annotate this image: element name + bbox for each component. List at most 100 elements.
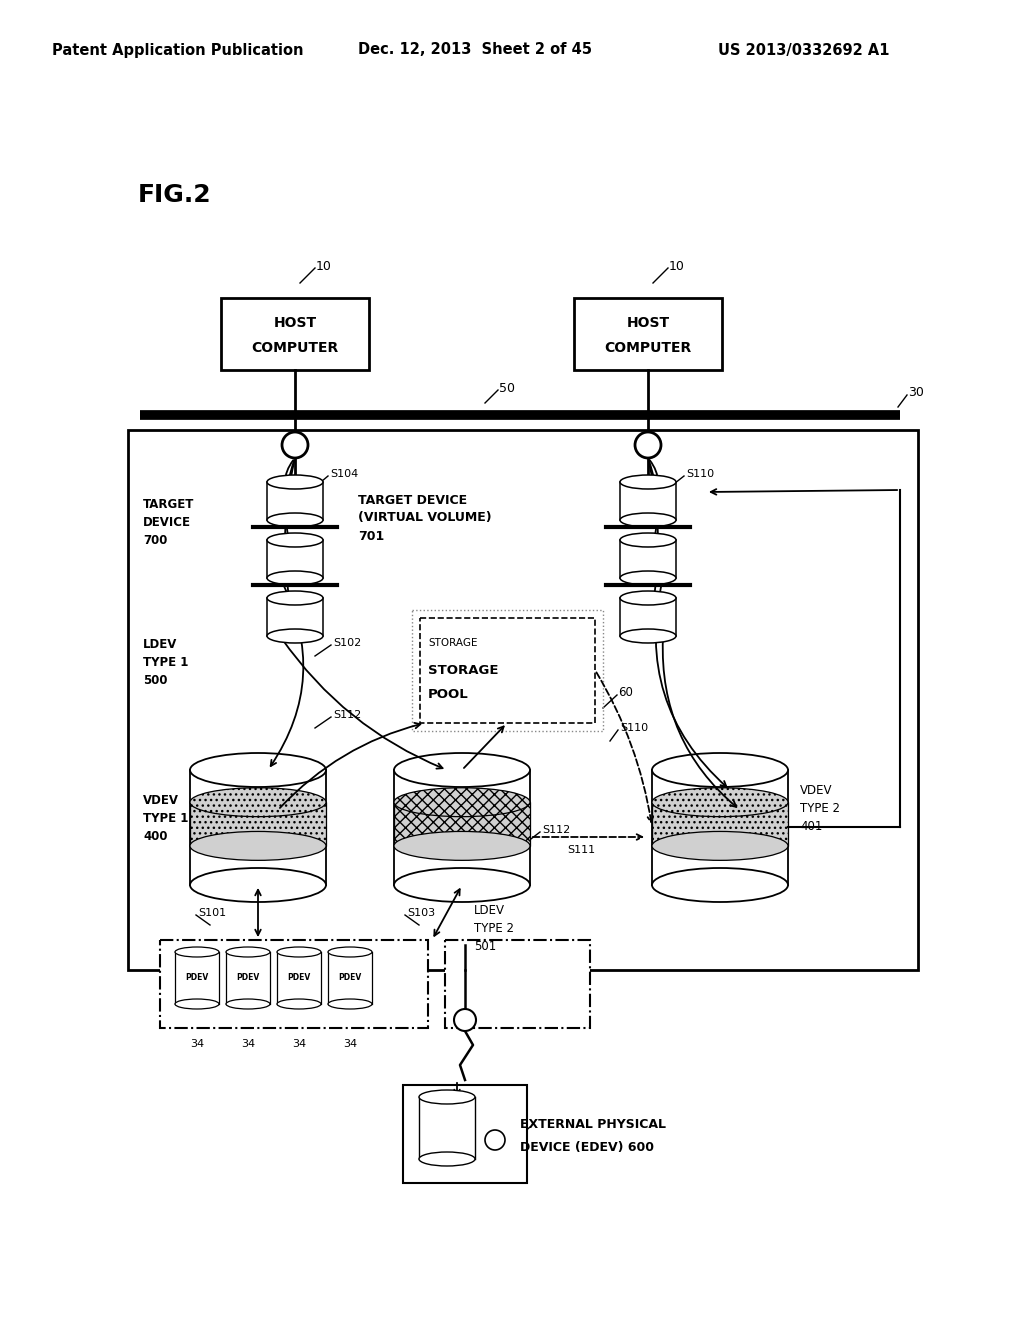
Ellipse shape — [267, 630, 323, 643]
Text: 50: 50 — [499, 381, 515, 395]
Bar — [620, 598, 676, 636]
Text: TYPE 1: TYPE 1 — [143, 812, 188, 825]
Bar — [175, 952, 219, 1005]
Bar — [128, 430, 918, 970]
Text: PDEV: PDEV — [185, 974, 209, 982]
Text: FIG.2: FIG.2 — [138, 183, 212, 207]
Text: 60: 60 — [618, 686, 633, 700]
Ellipse shape — [190, 832, 326, 861]
Circle shape — [485, 1130, 505, 1150]
Bar — [190, 803, 326, 846]
Text: POOL: POOL — [428, 688, 469, 701]
Ellipse shape — [652, 788, 788, 817]
Text: 500: 500 — [143, 675, 168, 688]
Circle shape — [454, 1008, 476, 1031]
Ellipse shape — [328, 999, 372, 1008]
Bar — [412, 610, 603, 731]
Ellipse shape — [267, 533, 323, 546]
Bar — [328, 952, 372, 1005]
Bar — [574, 298, 722, 370]
Text: S112: S112 — [542, 825, 570, 836]
Ellipse shape — [620, 572, 676, 585]
Text: 34: 34 — [241, 1039, 255, 1049]
Text: 30: 30 — [908, 387, 924, 400]
Ellipse shape — [620, 630, 676, 643]
Bar — [226, 952, 270, 1005]
Bar — [394, 803, 530, 846]
Bar — [445, 940, 590, 1028]
Text: TYPE 2: TYPE 2 — [474, 921, 514, 935]
Text: HOST: HOST — [273, 315, 316, 330]
Text: S111: S111 — [567, 845, 595, 855]
Bar — [160, 940, 428, 1028]
Bar — [190, 770, 326, 884]
Text: (VIRTUAL VOLUME): (VIRTUAL VOLUME) — [358, 511, 492, 524]
Ellipse shape — [419, 1090, 475, 1104]
Text: 400: 400 — [143, 829, 168, 842]
Ellipse shape — [394, 752, 530, 787]
Text: Dec. 12, 2013  Sheet 2 of 45: Dec. 12, 2013 Sheet 2 of 45 — [358, 42, 592, 58]
Bar — [620, 540, 676, 578]
Bar — [420, 618, 595, 723]
Ellipse shape — [278, 946, 321, 957]
Bar — [652, 770, 788, 884]
Text: EXTERNAL PHYSICAL: EXTERNAL PHYSICAL — [520, 1118, 666, 1131]
Text: TARGET DEVICE: TARGET DEVICE — [358, 494, 467, 507]
Ellipse shape — [620, 591, 676, 605]
Ellipse shape — [620, 475, 676, 488]
Ellipse shape — [190, 788, 326, 817]
Text: US 2013/0332692 A1: US 2013/0332692 A1 — [718, 42, 890, 58]
Text: 700: 700 — [143, 535, 167, 548]
Ellipse shape — [267, 475, 323, 488]
Bar — [620, 482, 676, 520]
Text: COMPUTER: COMPUTER — [251, 341, 339, 355]
Text: S103: S103 — [407, 908, 435, 917]
Text: 34: 34 — [292, 1039, 306, 1049]
Text: 10: 10 — [316, 260, 332, 272]
Ellipse shape — [394, 788, 530, 817]
Ellipse shape — [328, 946, 372, 957]
Text: S110: S110 — [686, 469, 714, 479]
Text: LDEV: LDEV — [474, 903, 505, 916]
Text: PDEV: PDEV — [338, 974, 361, 982]
Ellipse shape — [419, 1152, 475, 1166]
Text: TYPE 1: TYPE 1 — [143, 656, 188, 669]
Ellipse shape — [267, 513, 323, 527]
Ellipse shape — [190, 752, 326, 787]
Text: COMPUTER: COMPUTER — [604, 341, 691, 355]
Text: 10: 10 — [669, 260, 685, 272]
Text: S112: S112 — [333, 710, 361, 719]
Text: 401: 401 — [800, 820, 822, 833]
Bar — [267, 540, 323, 578]
Text: 701: 701 — [358, 529, 384, 543]
Text: DEVICE: DEVICE — [143, 516, 191, 529]
Ellipse shape — [226, 999, 270, 1008]
Ellipse shape — [620, 513, 676, 527]
Ellipse shape — [226, 946, 270, 957]
Text: S110: S110 — [620, 723, 648, 733]
Bar — [267, 482, 323, 520]
Bar — [267, 598, 323, 636]
Ellipse shape — [267, 572, 323, 585]
Bar — [419, 1097, 475, 1159]
Ellipse shape — [652, 752, 788, 787]
Circle shape — [635, 432, 662, 458]
Text: DEVICE (EDEV) 600: DEVICE (EDEV) 600 — [520, 1140, 654, 1154]
Ellipse shape — [620, 533, 676, 546]
Text: S101: S101 — [198, 908, 226, 917]
Ellipse shape — [652, 832, 788, 861]
Bar — [221, 298, 369, 370]
Bar — [394, 770, 530, 884]
Text: STORAGE: STORAGE — [428, 638, 477, 648]
Bar — [652, 803, 788, 846]
Ellipse shape — [175, 946, 219, 957]
Text: TARGET: TARGET — [143, 499, 195, 511]
Circle shape — [282, 432, 308, 458]
Text: Patent Application Publication: Patent Application Publication — [52, 42, 303, 58]
Ellipse shape — [190, 869, 326, 902]
Ellipse shape — [175, 999, 219, 1008]
Text: VDEV: VDEV — [800, 784, 833, 796]
Text: LDEV: LDEV — [143, 639, 177, 652]
Text: 34: 34 — [189, 1039, 204, 1049]
Text: 34: 34 — [343, 1039, 357, 1049]
